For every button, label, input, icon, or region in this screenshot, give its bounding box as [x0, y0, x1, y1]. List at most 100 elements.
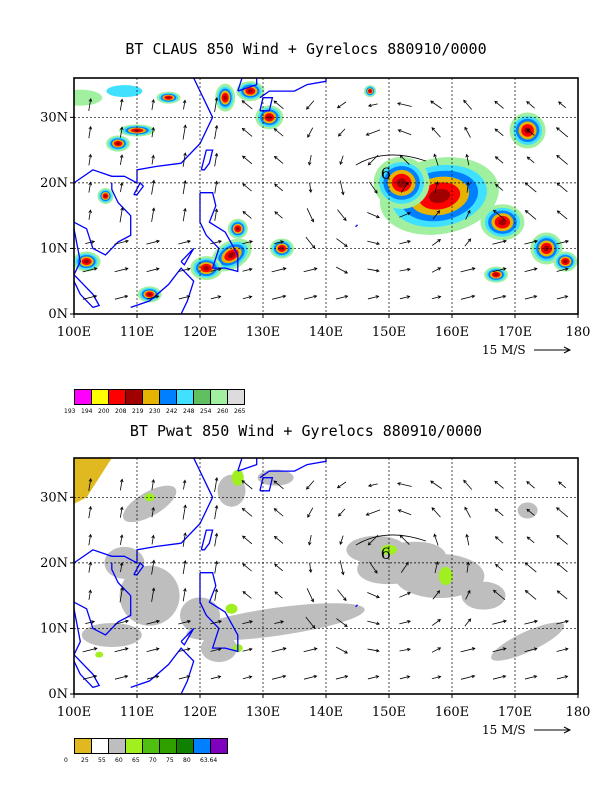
wind-arrowhead [526, 536, 531, 541]
wind-arrowhead [564, 647, 569, 651]
wind-arrowhead [375, 268, 380, 273]
wind-arrowhead [494, 183, 499, 188]
legend-swatch [159, 738, 177, 754]
wind-arrowhead [282, 674, 287, 679]
wind-arrowhead [526, 508, 531, 513]
x-tick-label: 130E [246, 325, 280, 340]
wind-vector [399, 268, 411, 272]
wind-arrowhead [182, 479, 187, 484]
wind-arrowhead [307, 541, 312, 546]
wind-vector [88, 98, 92, 111]
wind-vector [556, 535, 568, 545]
wind-arrowhead [183, 152, 187, 157]
wind-arrowhead [556, 562, 561, 567]
wind-vector [151, 180, 155, 195]
wind-arrowhead [367, 541, 372, 546]
wind-vector [151, 208, 155, 222]
wind-arrowhead [241, 100, 246, 104]
wind-vector [151, 507, 154, 518]
wind-vector [336, 238, 348, 247]
wind-vector [466, 182, 469, 193]
field-patch [147, 292, 152, 296]
wind-arrowhead [431, 507, 436, 511]
wind-vector [274, 183, 284, 192]
coastline [199, 572, 239, 653]
wind-vector [214, 533, 218, 547]
wind-arrowhead [365, 512, 370, 516]
field-patch [231, 469, 244, 486]
field-patch [119, 565, 180, 626]
wind-vector [114, 295, 128, 300]
wind-vector [400, 182, 409, 193]
wind-arrowhead [242, 535, 246, 540]
wind-vector [242, 676, 252, 680]
coastline [74, 182, 132, 256]
coastline [259, 97, 274, 112]
wind-vector [431, 127, 441, 138]
field-patch [438, 567, 453, 585]
coastline [200, 149, 214, 171]
wind-vector [114, 648, 128, 653]
x-tick-label: 110E [120, 705, 154, 720]
wind-vector [274, 241, 284, 245]
wind-vector [85, 241, 95, 245]
wind-arrowhead [155, 295, 160, 299]
legend-swatch [108, 738, 126, 754]
wind-vector [464, 127, 471, 138]
wind-vector [242, 508, 253, 517]
wind-vector [242, 183, 252, 192]
wind-vector [526, 129, 535, 136]
wind-arrowhead [430, 100, 434, 104]
wind-vector [434, 181, 438, 194]
wind-arrowhead [344, 650, 349, 654]
legend-swatch [74, 389, 92, 405]
wind-arrowhead [93, 294, 98, 299]
wind-arrowhead [273, 480, 278, 484]
wind-vector [556, 562, 568, 573]
wind-arrowhead [344, 623, 348, 627]
wind-arrowhead [437, 267, 442, 271]
wind-vector [367, 620, 380, 625]
wind-arrowhead [375, 675, 380, 679]
coastline [133, 181, 145, 196]
wind-arrowhead [524, 590, 529, 594]
wind-vector [399, 620, 411, 625]
x-tick-label: 120E [183, 705, 217, 720]
cyclone-symbol: 6 [381, 544, 391, 563]
wind-vector [242, 211, 252, 219]
wind-vector [82, 675, 97, 680]
wind-arrowhead [241, 480, 246, 484]
field-patch [74, 458, 112, 504]
wind-arrowhead [406, 675, 411, 679]
wind-arrowhead [494, 536, 499, 540]
wind-arrowhead [214, 208, 219, 213]
wind-arrowhead [183, 207, 187, 212]
wind-arrowhead [214, 97, 219, 101]
wind-arrowhead [308, 569, 313, 573]
wind-vector [335, 266, 348, 274]
wind-arrowhead [125, 619, 129, 624]
wind-arrowhead [435, 181, 439, 185]
x-tick-label: 180 [566, 705, 591, 720]
wind-arrowhead [186, 647, 191, 651]
wind-arrowhead [492, 589, 497, 594]
field-patch [236, 226, 240, 231]
wind-vector [214, 125, 218, 140]
wind-arrowhead [466, 181, 470, 186]
wind-arrowhead [120, 478, 124, 483]
coastline [259, 477, 274, 492]
wind-arrowhead [242, 563, 246, 567]
wind-arrowhead [533, 267, 538, 271]
legend-label: 80 [183, 757, 191, 764]
wind-arrowhead [344, 295, 349, 299]
field-patch [144, 493, 155, 502]
wind-vector [337, 101, 347, 109]
wind-arrowhead [274, 211, 279, 215]
legend-swatch [125, 738, 143, 754]
wind-vector [271, 675, 286, 680]
legend-swatch [159, 389, 177, 405]
wind-vector [434, 561, 438, 574]
wind-vector [119, 99, 123, 111]
reference-vector-label: 15 M/S [482, 723, 526, 737]
legend-swatch [193, 738, 211, 754]
